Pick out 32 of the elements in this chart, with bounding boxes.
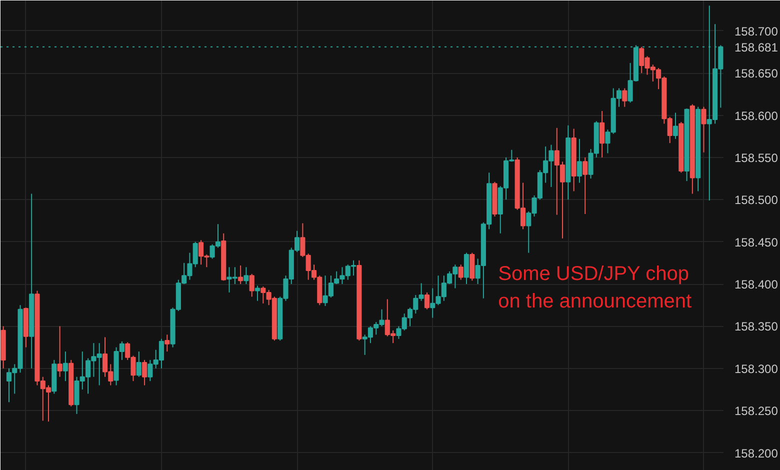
y-tick-label: 158.500 (734, 193, 778, 208)
candlestick (57, 326, 62, 378)
candlestick (458, 264, 464, 280)
candlestick (136, 351, 142, 378)
candlestick (254, 285, 260, 302)
y-tick-label: 158.350 (734, 320, 778, 334)
candlestick (249, 273, 254, 298)
candlestick (164, 334, 170, 352)
y-tick-label: 158.550 (734, 150, 778, 165)
candlestick (62, 351, 68, 382)
candlestick (672, 112, 678, 140)
candlestick (622, 88, 628, 108)
ref-line-label: 158.681 (734, 40, 778, 54)
candlestick (576, 138, 582, 184)
candlestick (470, 252, 475, 282)
y-tick-label: 158.250 (734, 404, 778, 418)
candlestick (244, 266, 249, 285)
candlestick (464, 252, 470, 285)
y-tick-label: 158.300 (734, 362, 778, 376)
y-tick-label: 158.450 (734, 235, 778, 250)
y-tick-label: 158.600 (734, 108, 778, 123)
y-tick-label: 158.650 (734, 66, 778, 81)
candlestick (142, 359, 148, 386)
y-tick-label: 158.700 (734, 24, 778, 38)
candlestick (238, 264, 244, 285)
annotation: Some USD/JPY chop on the announcement (498, 262, 692, 312)
candlestick (701, 106, 706, 153)
candlestick (424, 292, 430, 310)
candlestick (582, 156, 588, 214)
y-tick-label: 158.400 (734, 278, 778, 292)
y-tick-label: 158.200 (734, 446, 778, 460)
candlestick (600, 110, 605, 158)
